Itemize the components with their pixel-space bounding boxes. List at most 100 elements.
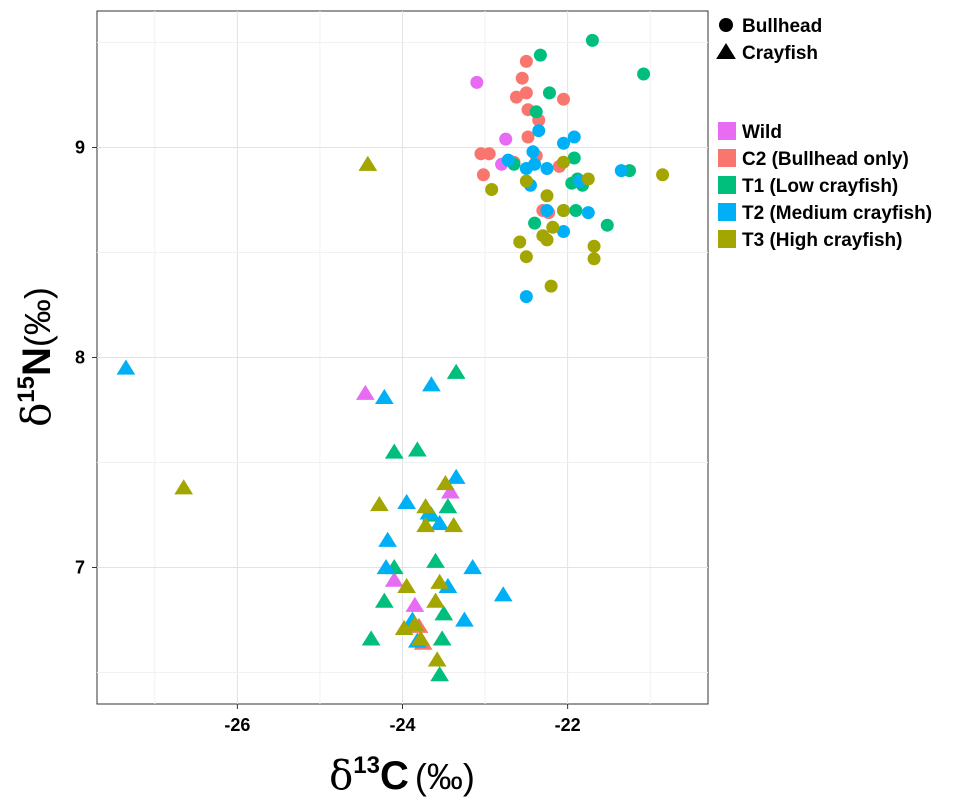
y-axis-title-sup: 15 [13, 376, 40, 403]
bullhead-point-t3 [540, 233, 554, 247]
crayfish-point-t2 [463, 559, 483, 575]
crayfish-point-t3 [370, 496, 389, 512]
crayfish-point-t2 [446, 468, 466, 484]
crayfish-point-t2 [376, 559, 396, 575]
crayfish-point-t3 [174, 479, 194, 495]
y-axis-title-element: N [15, 347, 59, 376]
x-tick-label: -22 [555, 715, 581, 735]
crayfish-point-t1 [430, 666, 450, 682]
legend-swatch-wild [718, 122, 736, 140]
x-axis-title-element: C [380, 754, 409, 798]
data-points [116, 33, 670, 682]
legend-circle-icon [719, 18, 733, 32]
x-tick-label: -24 [389, 715, 415, 735]
crayfish-point-t2 [374, 388, 394, 405]
bullhead-point-t2 [519, 290, 533, 304]
bullhead-point-c2 [519, 54, 533, 68]
crayfish-point-t3 [427, 651, 447, 667]
bullhead-point-t3 [557, 155, 571, 169]
y-tick-label: 8 [75, 348, 85, 368]
bullhead-point-t3 [587, 239, 601, 253]
crayfish-point-t3 [444, 517, 464, 533]
crayfish-point-t1 [446, 363, 466, 379]
y-tick-label: 7 [75, 558, 85, 578]
bullhead-point-wild [499, 132, 513, 146]
crayfish-point-t3 [430, 573, 450, 589]
legend-shape-label: Crayfish [742, 43, 818, 64]
bullhead-point-t2 [614, 164, 628, 178]
crayfish-point-t1 [438, 498, 458, 514]
crayfish-point-t1 [361, 630, 381, 646]
bullhead-point-t3 [557, 204, 571, 217]
crayfish-point-t3 [416, 498, 435, 514]
bullhead-point-t2 [581, 206, 595, 220]
crayfish-point-t2 [455, 611, 474, 627]
bullhead-point-t3 [540, 189, 554, 203]
crayfish-point-t1 [384, 443, 404, 459]
grid-lines [97, 11, 708, 704]
legend-swatch-c2 [718, 149, 736, 167]
legend-shape-label: Bullhead [742, 16, 822, 37]
bullhead-point-t2 [557, 136, 571, 150]
bullhead-point-t1 [569, 204, 583, 217]
crayfish-point-t3 [411, 630, 431, 646]
y-axis-title-delta: δ [14, 403, 60, 427]
crayfish-point-t3 [394, 619, 414, 636]
bullhead-point-t3 [587, 252, 601, 266]
crayfish-point-t2 [422, 376, 441, 392]
bullhead-point-t2 [540, 204, 554, 217]
legend-label-t2: T2 (Medium crayfish) [742, 203, 932, 224]
legend-swatch-t1 [718, 176, 736, 194]
bullhead-point-c2 [509, 90, 523, 104]
bullhead-point-t3 [546, 220, 560, 234]
bullhead-point-t3 [656, 168, 670, 182]
bullhead-point-wild [470, 75, 484, 89]
bullhead-point-t2 [532, 124, 546, 138]
crayfish-point-t2 [438, 577, 458, 594]
bullhead-point-t1 [637, 67, 651, 81]
x-tick-label: -26 [224, 715, 250, 735]
crayfish-point-t1 [434, 605, 454, 621]
crayfish-point-t3 [416, 517, 435, 533]
bullhead-point-t1 [528, 216, 542, 230]
bullhead-point-c2 [482, 147, 496, 161]
bullhead-point-t3 [519, 250, 533, 264]
bullhead-point-c2 [476, 168, 490, 182]
legend-label-wild: Wild [742, 122, 782, 143]
legend-label-t3: T3 (High crayfish) [742, 230, 902, 251]
legend-label-t1: T1 (Low crayfish) [742, 176, 898, 197]
bullhead-point-t1 [567, 151, 581, 165]
crayfish-point-t2 [493, 586, 513, 602]
bullhead-point-t2 [567, 130, 581, 144]
crayfish-point-t3 [358, 155, 378, 171]
legend: Bullhead Crayfish Wild C2 (Bullhead only) T1… [716, 16, 932, 251]
y-axis-title: δ15N(‰) [13, 287, 60, 427]
bullhead-point-t1 [600, 218, 614, 232]
x-axis-title-unit: (‰) [415, 756, 475, 797]
crayfish-point-t2 [430, 514, 450, 531]
crayfish-point-t1 [426, 552, 445, 568]
bullhead-point-t1 [533, 48, 547, 62]
crayfish-point-t3 [397, 577, 416, 594]
bullhead-point-t3 [513, 235, 527, 249]
crayfish-point-t1 [432, 630, 452, 646]
legend-swatch-t3 [718, 230, 736, 248]
bullhead-point-t2 [519, 162, 533, 175]
crayfish-point-t3 [405, 615, 425, 631]
bullhead-point-t2 [557, 225, 571, 238]
y-tick-label: 9 [75, 138, 85, 158]
bullhead-point-t3 [581, 172, 595, 186]
bullhead-point-c2 [521, 130, 535, 144]
bullhead-point-c2 [515, 71, 529, 85]
bullhead-point-t3 [519, 174, 533, 188]
crayfish-point-t2 [116, 359, 136, 375]
bullhead-point-t3 [544, 279, 558, 293]
bullhead-point-t2 [526, 145, 540, 159]
bullhead-point-c2 [557, 92, 571, 106]
legend-swatch-t2 [718, 203, 736, 221]
bullhead-point-t2 [540, 162, 554, 175]
crayfish-point-t1 [374, 592, 394, 608]
bullhead-point-t3 [485, 183, 499, 196]
bullhead-point-t1 [585, 33, 599, 47]
